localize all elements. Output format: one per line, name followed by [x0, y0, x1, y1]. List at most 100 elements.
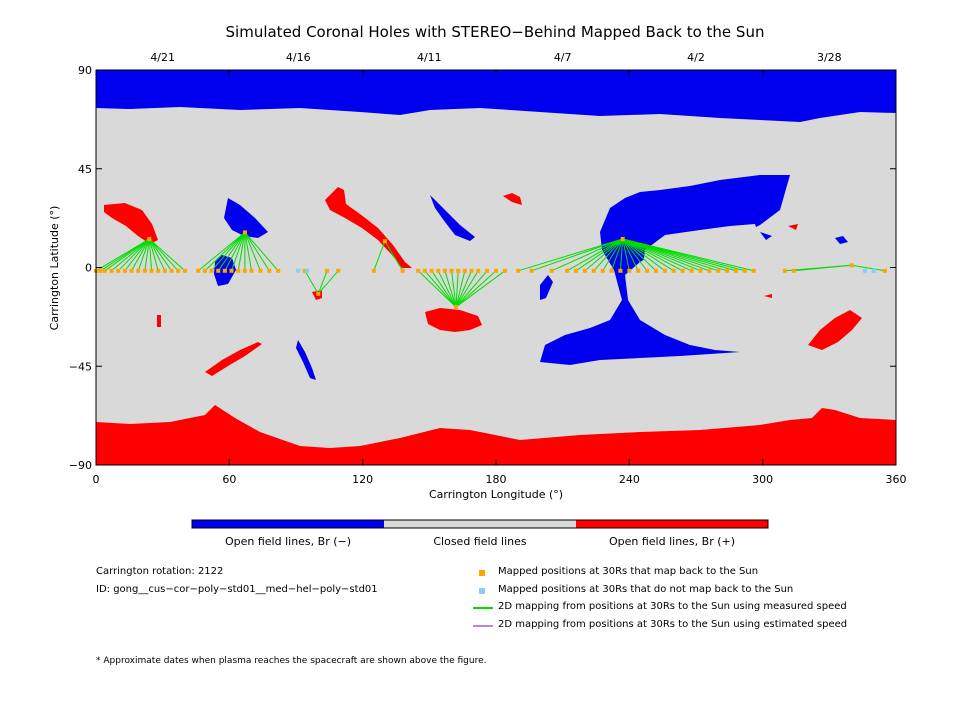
mapped-point [422, 268, 427, 273]
top-date-label: 4/2 [687, 51, 705, 64]
mapped-point [176, 268, 181, 273]
mapped-point [689, 268, 694, 273]
estimated-line-swatch [473, 625, 493, 627]
mapping-line [455, 270, 473, 308]
mapping-line [237, 232, 246, 271]
mapped-point [267, 268, 272, 273]
x-tick-label: 360 [886, 473, 907, 486]
colorbar-closed [384, 520, 576, 528]
mapped-point [574, 268, 578, 273]
negative-hole-60 [224, 198, 268, 238]
mapping-line [117, 238, 150, 272]
mapping-line [244, 232, 270, 272]
chart-title: Simulated Coronal Holes with STEREO−Behi… [226, 23, 765, 41]
mapped-point [236, 268, 241, 273]
y-tick-label: 45 [78, 163, 92, 176]
x-tick-label: 60 [222, 473, 236, 486]
carrington-rotation: Carrington rotation: 2122 [96, 566, 224, 577]
mapping-line [148, 238, 172, 272]
mapped-point [325, 268, 330, 273]
mapped-point [680, 268, 685, 273]
mapping-line [455, 270, 466, 308]
model-id: ID: gong__cus−cor−poly−std01__med−hel−po… [96, 584, 378, 595]
central-negative-coronal-hole [540, 175, 790, 365]
mapping-line [244, 232, 253, 271]
mapped-point [202, 268, 207, 273]
mapping-line [619, 238, 624, 271]
footpoint [316, 291, 321, 296]
mapped-point [109, 268, 114, 273]
mapped-point [618, 268, 623, 273]
mapping-line [217, 232, 246, 272]
mapped-point [707, 268, 712, 273]
x-tick-label: 0 [93, 473, 100, 486]
negative-fragment [760, 232, 772, 240]
positive-hole-185 [503, 193, 522, 205]
mapped-marker-swatch [479, 570, 485, 576]
mapped-point [734, 268, 738, 273]
mapped-point [209, 268, 214, 273]
mapped-point [485, 268, 490, 273]
mapped-point [494, 268, 498, 273]
mapped-point [791, 268, 796, 273]
mapped-point [142, 268, 147, 273]
mapped-point [476, 268, 481, 273]
mapping-line [622, 238, 675, 272]
mapping-line [211, 232, 246, 272]
colorbar-open-negative [192, 520, 384, 528]
mapping-line [622, 238, 754, 272]
footpoint [454, 305, 458, 309]
mapped-point [751, 268, 756, 273]
mapping-line [148, 238, 153, 271]
mapping-line [137, 238, 150, 271]
positive-fragment [157, 315, 161, 327]
mapped-point [502, 268, 507, 273]
legend-mapped: Mapped positions at 30Rs that map back t… [498, 566, 759, 577]
positive-fragment [788, 224, 798, 230]
mapping-line [566, 238, 623, 272]
negative-fragment [540, 275, 553, 300]
mapping-line [197, 232, 246, 272]
mapped-point [436, 268, 441, 273]
mapping-line [224, 232, 246, 272]
positive-hole-50 [205, 342, 262, 376]
mapped-point [122, 268, 127, 273]
mapping-line [793, 264, 852, 272]
colorbar-label-positive: Open field lines, Br (+) [609, 535, 735, 548]
mapping-line [518, 238, 623, 272]
mapped-point [516, 268, 521, 273]
mapping-line [622, 238, 639, 272]
mapped-point [456, 268, 461, 273]
mapping-line [131, 238, 150, 272]
unmapped-point [862, 268, 867, 273]
mapping-line [444, 270, 457, 308]
mapping-line [148, 238, 179, 272]
footpoint [620, 236, 625, 241]
mapped-point [149, 268, 154, 273]
footpoint [147, 236, 152, 241]
top-date-label: 4/7 [554, 51, 572, 64]
mapped-point [129, 268, 134, 273]
mapping-line [602, 238, 624, 272]
y-tick-label: −90 [69, 459, 92, 472]
mapping-line [455, 270, 459, 308]
mapping-line [231, 232, 246, 271]
unmapped-marker-swatch [479, 588, 485, 594]
footpoint [849, 263, 854, 268]
x-tick-label: 300 [752, 473, 773, 486]
colorbar: Open field lines, Br (−) Closed field li… [191, 519, 769, 548]
legend-estimated: 2D mapping from positions at 30Rs to the… [498, 619, 848, 630]
mapped-point [156, 268, 161, 273]
mapping-line [148, 238, 186, 272]
colorbar-label-closed: Closed field lines [433, 535, 527, 548]
mapping-line [148, 238, 159, 271]
mapped-point [716, 268, 721, 273]
positive-hole-330 [808, 310, 862, 350]
mapped-point [242, 268, 247, 273]
mapping-line [317, 270, 328, 295]
mapped-point [222, 268, 227, 273]
measured-line-swatch [473, 607, 493, 609]
footnote: * Approximate dates when plasma reaches … [96, 656, 487, 666]
mapped-point [882, 268, 887, 273]
mapped-point [725, 268, 730, 273]
